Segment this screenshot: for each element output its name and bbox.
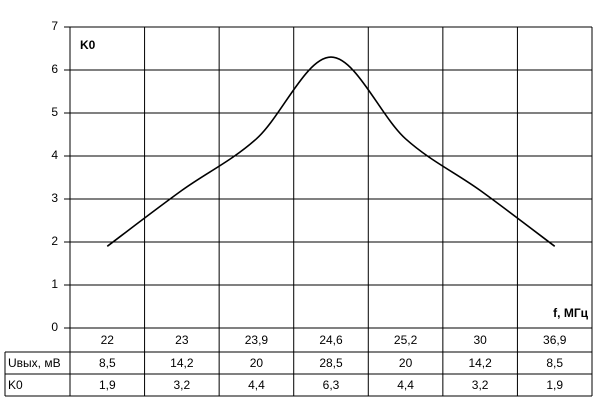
y-tick-label: 5 [51,105,58,119]
row-label: K0 [8,378,23,392]
table-cell: 14,2 [170,356,194,370]
table-cell: 4,4 [248,378,265,392]
x-tick-label: 23,9 [245,333,269,347]
table-cell: 1,9 [546,378,563,392]
y-tick-label: 2 [51,234,58,248]
y-tick-label: 4 [51,148,58,162]
table-cell: 6,3 [323,378,340,392]
x-axis-label: f, МГц [553,306,588,320]
table-cell: 14,2 [468,356,492,370]
table-cell: 20 [399,356,413,370]
table-cell: 1,9 [99,378,116,392]
x-tick-label: 25,2 [394,333,418,347]
x-tick-label: 36,9 [543,333,567,347]
table-cell: 3,2 [174,378,191,392]
y-tick-label: 7 [51,19,58,33]
table-cell: 28,5 [319,356,343,370]
row-label: Uвых, мВ [8,356,61,370]
table-cell: 3,2 [472,378,489,392]
y-axis-label: K0 [80,38,96,52]
data-line [106,56,556,247]
y-tick-label: 3 [51,191,58,205]
x-tick-label: 30 [473,333,487,347]
x-tick-label: 24,6 [319,333,343,347]
table-cell: 8,5 [546,356,563,370]
x-tick-label: 22 [101,333,115,347]
x-tick-label: 23 [175,333,189,347]
table-cell: 8,5 [99,356,116,370]
table-cell: 4,4 [397,378,414,392]
y-tick-label: 6 [51,62,58,76]
y-tick-label: 0 [51,320,58,334]
y-tick-label: 1 [51,277,58,291]
table-cell: 20 [250,356,264,370]
